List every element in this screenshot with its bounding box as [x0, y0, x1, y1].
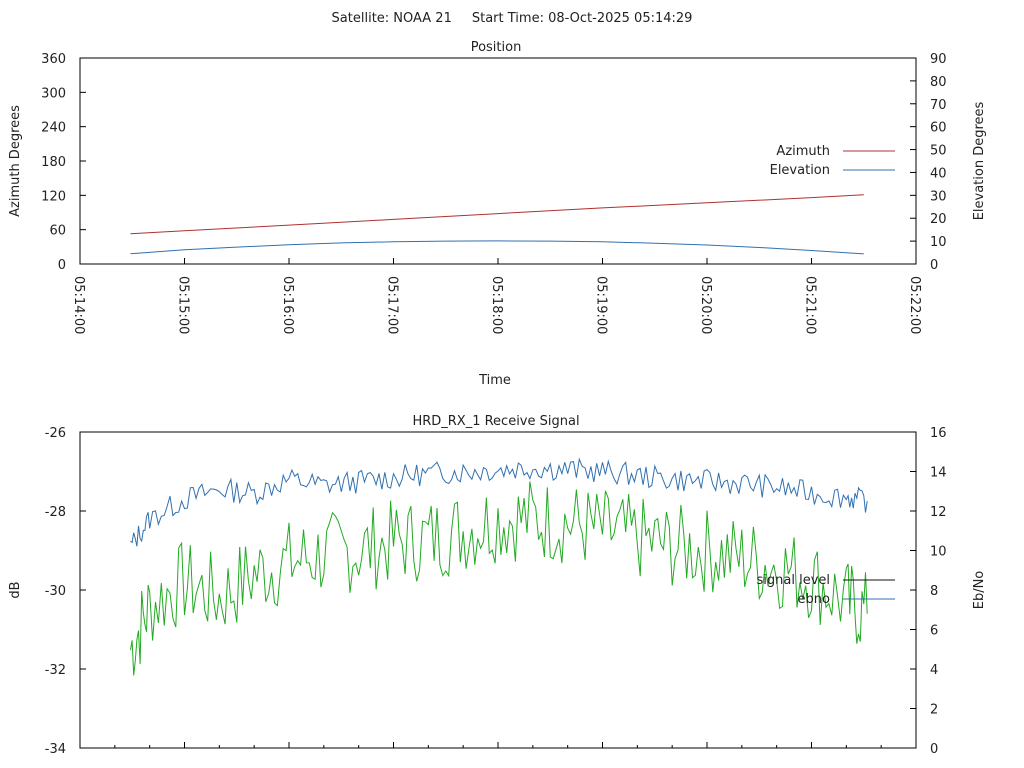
azimuth-tick-label: 360 — [41, 52, 66, 67]
db-tick-label: -30 — [45, 584, 66, 599]
elevation-tick-label: 80 — [930, 75, 947, 90]
signal-time-axis — [79, 742, 917, 748]
legend-azimuth-label: Azimuth — [776, 144, 830, 159]
signal-ebno-axis: 0 2 4 6 8 10 12 14 16 — [910, 426, 947, 757]
azimuth-tick-label: 300 — [41, 86, 66, 101]
time-tick-label: 05:22:00 — [907, 276, 922, 334]
position-chart: Position 0 60 120 180 240 300 360 0 10 20 30 40 50 6… — [8, 40, 987, 388]
time-axis-label: Time — [478, 373, 511, 388]
receive-signal-chart-title: HRD_RX_1 Receive Signal — [412, 414, 579, 429]
db-tick-label: -34 — [45, 742, 66, 757]
position-azimuth-axis: 0 60 120 180 240 300 360 — [41, 52, 86, 273]
db-tick-label: -32 — [45, 663, 66, 678]
satellite-label: Satellite: NOAA 21 — [332, 11, 452, 26]
db-tick-label: -26 — [45, 426, 66, 441]
start-time-label: Start Time: 08-Oct-2025 05:14:29 — [472, 11, 693, 26]
elevation-axis-label: Elevation Degrees — [972, 101, 987, 220]
legend-ebno-label: ebno — [798, 592, 830, 607]
ebno-axis-label: Eb/No — [972, 571, 987, 610]
time-tick-label: 05:21:00 — [803, 276, 818, 334]
time-tick-label: 05:17:00 — [385, 276, 400, 334]
ebno-tick-label: 6 — [930, 624, 938, 639]
legend-signal-level-label: signal level — [757, 573, 831, 588]
ebno-tick-label: 10 — [930, 545, 947, 560]
elevation-tick-label: 30 — [930, 189, 947, 204]
time-tick-label: 05:16:00 — [280, 276, 295, 334]
azimuth-line — [130, 194, 864, 235]
azimuth-axis-label: Azimuth Degrees — [8, 105, 23, 217]
azimuth-tick-label: 240 — [41, 121, 66, 136]
azimuth-tick-label: 0 — [58, 258, 66, 273]
elevation-tick-label: 60 — [930, 121, 947, 136]
azimuth-tick-label: 60 — [49, 224, 66, 239]
position-elevation-axis: 0 10 20 30 40 50 60 70 80 90 — [910, 52, 947, 273]
elevation-tick-label: 10 — [930, 235, 947, 250]
elevation-tick-label: 50 — [930, 144, 947, 159]
time-tick-label: 05:19:00 — [594, 276, 609, 334]
elevation-tick-label: 70 — [930, 98, 947, 113]
time-tick-label: 05:20:00 — [698, 276, 713, 334]
position-plot-frame — [79, 57, 917, 265]
elevation-tick-label: 90 — [930, 52, 947, 67]
time-tick-label: 05:18:00 — [489, 276, 504, 334]
position-chart-title: Position — [471, 40, 522, 55]
azimuth-tick-label: 120 — [41, 189, 66, 204]
legend-elevation-label: Elevation — [770, 163, 830, 178]
ebno-tick-label: 12 — [930, 505, 947, 520]
position-time-axis: 05:14:00 05:15:00 05:16:00 05:17:00 05:18:00… — [71, 258, 922, 334]
position-series — [130, 194, 864, 255]
ebno-tick-label: 0 — [930, 742, 938, 757]
elevation-line — [130, 240, 864, 255]
db-tick-label: -28 — [45, 505, 66, 520]
ebno-tick-label: 8 — [930, 584, 938, 599]
azimuth-tick-label: 180 — [41, 155, 66, 170]
db-axis-label: dB — [8, 581, 23, 598]
time-tick-label: 05:15:00 — [176, 276, 191, 334]
time-tick-label: 05:14:00 — [71, 276, 86, 334]
signal-green-line — [130, 481, 868, 676]
signal-series — [130, 457, 868, 676]
ebno-tick-label: 4 — [930, 663, 938, 678]
ebno-tick-label: 14 — [930, 466, 947, 481]
elevation-tick-label: 20 — [930, 212, 947, 227]
signal-db-axis: -34 -32 -30 -28 -26 — [45, 426, 86, 757]
ebno-tick-label: 2 — [930, 703, 938, 718]
elevation-tick-label: 40 — [930, 166, 947, 181]
elevation-tick-label: 0 — [930, 258, 938, 273]
ebno-line — [130, 457, 868, 547]
signal-plot-frame — [79, 431, 917, 749]
ebno-tick-label: 16 — [930, 426, 947, 441]
figure-title: Satellite: NOAA 21 Start Time: 08-Oct-202… — [332, 11, 693, 26]
receive-signal-chart: HRD_RX_1 Receive Signal -34-32-30-28-26 … — [8, 414, 987, 757]
